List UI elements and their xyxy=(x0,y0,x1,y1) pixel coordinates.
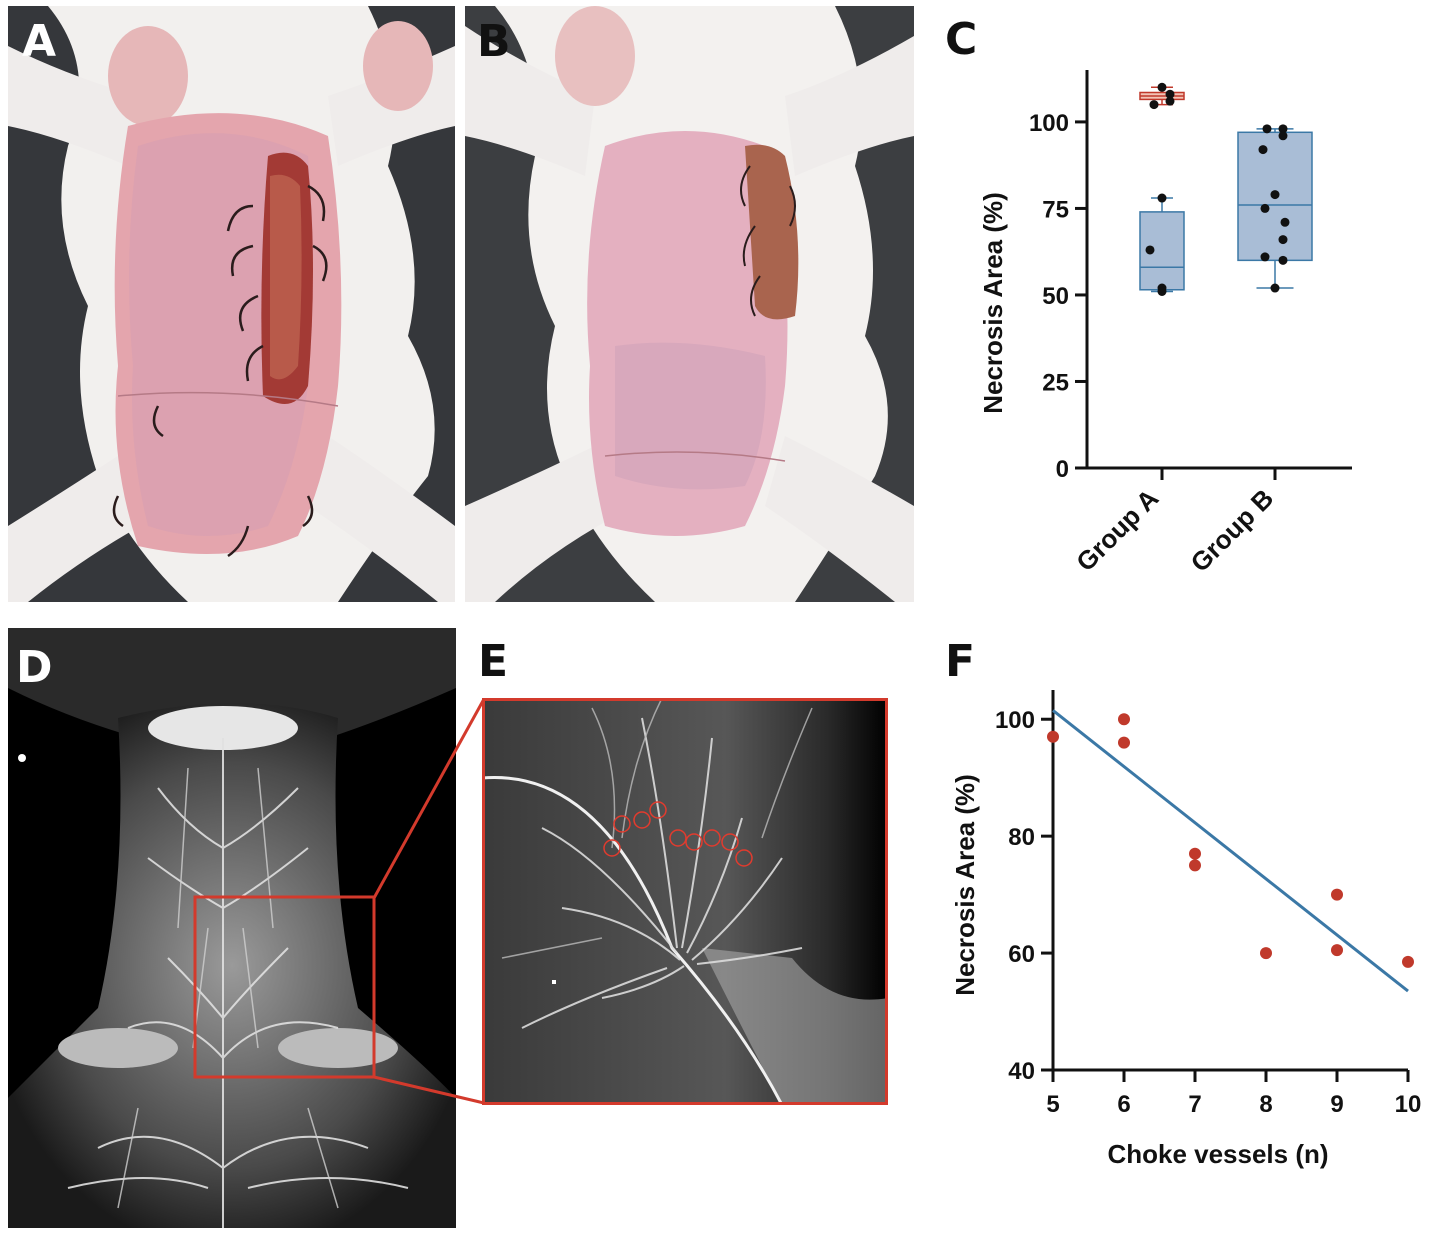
y-tick-label: 0 xyxy=(1056,456,1069,483)
y-axis-label: Necrosis Area (%) xyxy=(950,774,980,996)
y-tick-label: 100 xyxy=(995,707,1035,734)
group-a-upper-point xyxy=(1149,100,1159,110)
group-b-point xyxy=(1260,203,1270,213)
scatter-point xyxy=(1047,730,1059,743)
regression-line xyxy=(1052,709,1409,993)
group-a-upper-point xyxy=(1157,82,1167,92)
panel-label-f: F xyxy=(945,636,976,687)
scatter-point xyxy=(1331,944,1343,957)
group-b-point xyxy=(1262,124,1272,134)
x-tick-label: 5 xyxy=(1046,1091,1059,1118)
group-b-point xyxy=(1278,235,1288,245)
zoom-panel-e xyxy=(482,698,888,1105)
group-b-point xyxy=(1278,255,1288,265)
scatter-point xyxy=(1118,736,1130,749)
group-a-point xyxy=(1157,193,1167,203)
mouse-photo-a xyxy=(8,6,455,602)
scatter-point xyxy=(1118,713,1130,726)
scatter-point xyxy=(1260,947,1272,960)
photo-panel-a: A xyxy=(8,6,455,602)
group-b-point xyxy=(1280,217,1290,227)
x-tick-label: 9 xyxy=(1330,1091,1343,1118)
fluorescence-panel-d: D xyxy=(8,628,456,1228)
group-b-point xyxy=(1278,124,1288,134)
group-b-point xyxy=(1278,131,1288,141)
group-a-point xyxy=(1145,245,1155,255)
panel-label-e: E xyxy=(478,636,509,687)
angiography-image xyxy=(8,628,456,1228)
y-tick-label: 80 xyxy=(1008,824,1035,851)
y-tick-label: 50 xyxy=(1042,283,1069,310)
scatter-point xyxy=(1189,859,1201,872)
group-b-point xyxy=(1270,190,1280,200)
photo-panel-b: B xyxy=(465,6,914,602)
group-b-point xyxy=(1260,252,1270,262)
x-tick-label: 6 xyxy=(1117,1091,1130,1118)
y-tick-label: 25 xyxy=(1042,369,1069,396)
x-tick-label: 8 xyxy=(1259,1091,1272,1118)
y-tick-label: 40 xyxy=(1008,1058,1035,1085)
group-a-upper-point xyxy=(1165,96,1175,106)
panel-label-b: B xyxy=(477,16,511,67)
mouse-photo-b xyxy=(465,6,914,602)
group-a-box xyxy=(1139,211,1185,291)
x-tick-label: 7 xyxy=(1188,1091,1201,1118)
group-b-point xyxy=(1270,283,1280,293)
zoomed-angiography-image xyxy=(482,698,888,1105)
scatter-point xyxy=(1189,847,1201,860)
panel-label-c: C xyxy=(945,14,978,65)
scatter-point xyxy=(1402,955,1414,968)
group-a-upper-point xyxy=(1165,89,1175,99)
zoom-panel-border xyxy=(482,698,888,1105)
scatter-choke-vessels-vs-necrosis: 40 60 80 100 5 6 7 8 9 10 Necrosis Area (%) Choke… xyxy=(950,690,1422,1169)
y-tick-label: 100 xyxy=(1029,110,1069,137)
panel-label-d: D xyxy=(16,642,53,693)
group-a-point xyxy=(1157,286,1167,296)
y-tick-label: 75 xyxy=(1042,196,1069,223)
scatter-point xyxy=(1331,888,1343,901)
y-tick-label: 60 xyxy=(1008,941,1035,968)
x-tick-label: 10 xyxy=(1395,1091,1422,1118)
y-axis-label: Necrosis Area (%) xyxy=(978,192,1008,414)
group-b-point xyxy=(1258,145,1268,155)
panel-label-a: A xyxy=(22,16,57,67)
x-axis-label: Choke vessels (n) xyxy=(1107,1139,1328,1169)
